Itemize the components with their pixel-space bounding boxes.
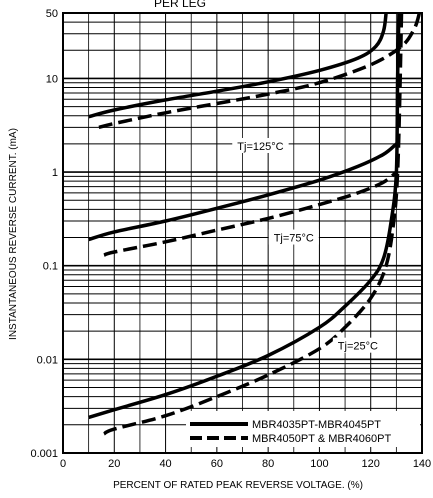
y-tick-label: 10 — [46, 73, 58, 85]
y-tick-label: 0.01 — [37, 354, 58, 366]
x-tick-label: 140 — [413, 458, 431, 470]
chart-title: PER LEG — [154, 0, 206, 10]
x-tick-label: 0 — [60, 458, 66, 470]
y-tick-label: 1 — [52, 167, 58, 179]
annotation-backing — [332, 337, 383, 353]
x-tick-label: 40 — [159, 458, 171, 470]
annotation-backing — [232, 137, 289, 153]
series-line-25c-dashed — [103, 12, 404, 436]
series-line-75c-dashed — [103, 170, 398, 257]
y-tick-label: 0.1 — [43, 261, 58, 273]
series-line-125c-dashed — [98, 12, 422, 130]
x-tick-label: 120 — [362, 458, 380, 470]
annotations: Tj=125°C Tj=75°C Tj=25°C — [232, 137, 383, 353]
x-tick-label: 80 — [262, 458, 274, 470]
axis-ticks: 0 20 40 60 80 100 120 140 0.001 0.01 0.1 1 10 50 — [30, 8, 431, 470]
legend-box — [186, 411, 420, 447]
series-lines — [88, 12, 422, 436]
y-tick-label: 50 — [46, 8, 58, 20]
plot-frame — [62, 12, 423, 454]
annotation-label: Tj=125°C — [237, 141, 283, 153]
legend: MBR4035PT-MBR4045PT MBR4050PT & MBR4060P… — [186, 411, 420, 447]
x-axis-label: PERCENT OF RATED PEAK REVERSE VOLTAGE. (… — [113, 480, 363, 491]
x-tick-label: 60 — [211, 458, 223, 470]
annotation-backing — [268, 229, 319, 245]
legend-label-dashed: MBR4050PT & MBR4060PT — [252, 433, 391, 445]
y-tick-label: 0.001 — [30, 448, 58, 460]
y-axis-label: INSTANTANEOUS REVERSE CURRENT. (mA) — [8, 128, 19, 340]
x-tick-label: 20 — [108, 458, 120, 470]
x-tick-label: 100 — [310, 458, 328, 470]
annotation-label: Tj=25°C — [338, 341, 378, 353]
series-line-125c-solid — [88, 12, 388, 119]
annotation-label: Tj=75°C — [274, 233, 314, 245]
legend-label-solid: MBR4035PT-MBR4045PT — [252, 419, 381, 431]
series-line-75c-solid — [88, 142, 398, 242]
